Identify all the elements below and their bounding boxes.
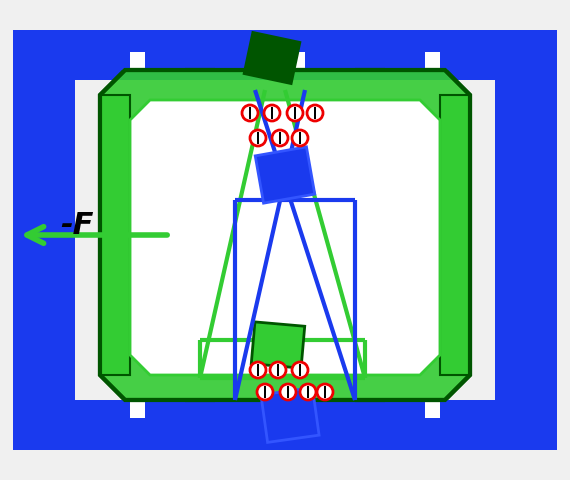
Polygon shape (100, 70, 470, 400)
Bar (257, 132, 259, 144)
Bar (145, 52, 185, 70)
Circle shape (317, 384, 333, 400)
Bar (305, 52, 355, 70)
Bar (299, 132, 301, 144)
Bar (277, 364, 279, 376)
Circle shape (292, 362, 308, 378)
Bar (385, 400, 425, 418)
Circle shape (242, 105, 258, 121)
Polygon shape (244, 33, 300, 84)
Bar (13, 30, 75, 450)
Bar (257, 364, 259, 376)
Circle shape (250, 362, 266, 378)
Bar (294, 107, 296, 119)
Bar (145, 400, 185, 418)
Bar (440, 95, 470, 375)
Bar (307, 386, 309, 398)
Bar (90, 52, 130, 70)
Polygon shape (251, 322, 305, 368)
Circle shape (270, 362, 286, 378)
Circle shape (272, 130, 288, 146)
Bar (324, 386, 326, 398)
Bar (271, 107, 273, 119)
Bar (90, 400, 130, 418)
Bar (385, 52, 480, 70)
Bar (215, 52, 265, 70)
Bar (215, 52, 355, 70)
Text: F: F (505, 220, 526, 250)
Circle shape (300, 384, 316, 400)
Bar (75, 400, 495, 450)
Bar (440, 400, 480, 418)
Bar (215, 400, 355, 418)
Bar (279, 132, 281, 144)
Bar (100, 95, 130, 375)
Bar (299, 364, 301, 376)
Bar (495, 30, 557, 450)
Bar (305, 400, 355, 418)
Bar (249, 107, 251, 119)
Bar (264, 386, 266, 398)
Circle shape (257, 384, 273, 400)
Polygon shape (261, 388, 319, 443)
Circle shape (280, 384, 296, 400)
Circle shape (264, 105, 280, 121)
Bar (314, 107, 316, 119)
Bar (440, 52, 480, 70)
Polygon shape (130, 100, 440, 375)
Circle shape (307, 105, 323, 121)
Bar (75, 30, 495, 80)
Text: -F: -F (60, 211, 93, 240)
Bar (385, 400, 480, 418)
Circle shape (250, 130, 266, 146)
Bar (287, 386, 289, 398)
Bar (90, 400, 185, 418)
Bar (385, 52, 425, 70)
Bar (90, 52, 185, 70)
Polygon shape (255, 147, 315, 203)
Circle shape (287, 105, 303, 121)
Bar (215, 400, 265, 418)
Circle shape (292, 130, 308, 146)
